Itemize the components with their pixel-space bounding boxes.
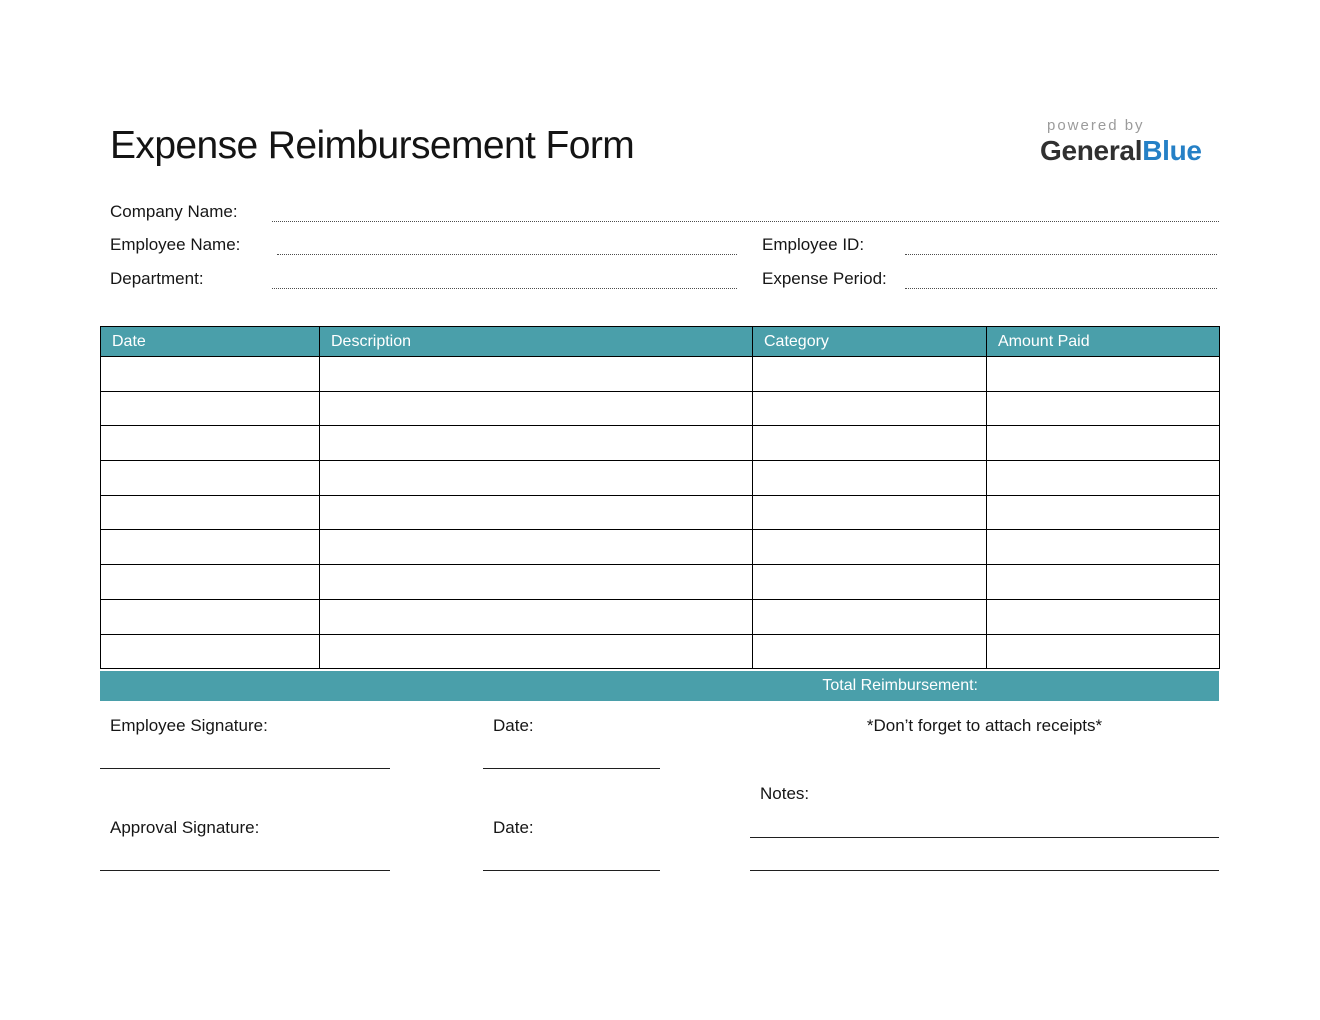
table-cell[interactable] [752,494,987,531]
table-cell[interactable] [319,390,753,427]
department-input-line[interactable] [272,288,737,289]
table-cell[interactable] [100,460,320,496]
approval-date-label: Date: [493,818,534,837]
table-cell[interactable] [752,425,987,462]
expense-period-field: Expense Period: [762,269,1217,289]
table-cell[interactable] [100,356,320,392]
table-cell[interactable] [752,356,987,392]
table-cell[interactable] [752,529,987,566]
table-cell[interactable] [319,356,753,392]
table-cell[interactable] [100,529,320,566]
table-cell[interactable] [752,598,987,635]
table-cell[interactable] [986,564,1220,600]
table-cell[interactable] [986,425,1220,462]
notes-line-2[interactable] [750,870,1219,871]
table-cell[interactable] [100,425,320,462]
employee-name-label: Employee Name: [110,235,241,254]
notes-label: Notes: [760,784,810,803]
table-cell[interactable] [100,494,320,531]
table-cell[interactable] [986,460,1220,496]
receipts-reminder-note: *Don’t forget to attach receipts* [866,716,1103,735]
expense-period-label: Expense Period: [762,269,887,288]
table-cell[interactable] [319,494,753,531]
table-row [100,460,1220,496]
table-cell[interactable] [752,390,987,427]
approval-date-line[interactable] [483,870,660,871]
employee-name-input-line[interactable] [277,254,737,255]
employee-date-line[interactable] [483,768,660,769]
table-cell[interactable] [319,529,753,566]
employee-signature-label: Employee Signature: [110,716,268,735]
powered-by-text: powered by [1047,117,1145,134]
table-cell[interactable] [319,564,753,600]
company-name-label: Company Name: [110,202,238,221]
company-name-field: Company Name: [110,202,1219,222]
table-cell[interactable] [986,529,1220,566]
table-cell[interactable] [986,598,1220,635]
employee-signature-line[interactable] [100,768,390,769]
table-row [100,633,1220,670]
approval-signature-line[interactable] [100,870,390,871]
department-field: Department: [110,269,737,289]
column-header-category: Category [752,326,987,357]
expense-period-input-line[interactable] [905,288,1217,289]
table-cell[interactable] [986,494,1220,531]
expense-table: Date Description Category Amount Paid [100,326,1220,670]
table-cell[interactable] [319,425,753,462]
employee-date-label: Date: [493,716,534,735]
approval-signature-label: Approval Signature: [110,818,260,837]
employee-name-field: Employee Name: [110,235,737,255]
table-row [100,356,1220,392]
column-header-description: Description [319,326,753,357]
table-cell[interactable] [100,598,320,635]
table-cell[interactable] [100,633,320,670]
table-row [100,564,1220,600]
expense-table-body [100,356,1220,670]
table-cell[interactable] [319,598,753,635]
table-row [100,494,1220,531]
notes-line-1[interactable] [750,837,1219,838]
employee-id-input-line[interactable] [905,254,1217,255]
column-header-amount-paid: Amount Paid [986,326,1220,357]
table-cell[interactable] [986,356,1220,392]
table-row [100,598,1220,635]
table-cell[interactable] [319,460,753,496]
brand-name: GeneralBlue [1040,135,1210,167]
employee-id-field: Employee ID: [762,235,1217,255]
table-row [100,425,1220,462]
department-label: Department: [110,269,204,288]
column-header-date: Date [100,326,320,357]
brand-name-accent: Blue [1142,135,1202,166]
table-cell[interactable] [319,633,753,670]
table-cell[interactable] [986,633,1220,670]
total-reimbursement-label: Total Reimbursement: [822,677,978,694]
brand-logo: powered by GeneralBlue [1040,117,1210,167]
table-cell[interactable] [986,390,1220,427]
table-cell[interactable] [100,390,320,427]
page-title: Expense Reimbursement Form [110,124,635,167]
table-row [100,390,1220,427]
table-row [100,529,1220,566]
table-header-row: Date Description Category Amount Paid [100,326,1220,357]
company-name-input-line[interactable] [272,221,1219,222]
brand-name-primary: General [1040,135,1143,166]
employee-id-label: Employee ID: [762,235,865,254]
table-cell[interactable] [752,564,987,600]
total-reimbursement-bar: Total Reimbursement: [100,671,1219,701]
table-cell[interactable] [752,633,987,670]
table-cell[interactable] [752,460,987,496]
table-cell[interactable] [100,564,320,600]
